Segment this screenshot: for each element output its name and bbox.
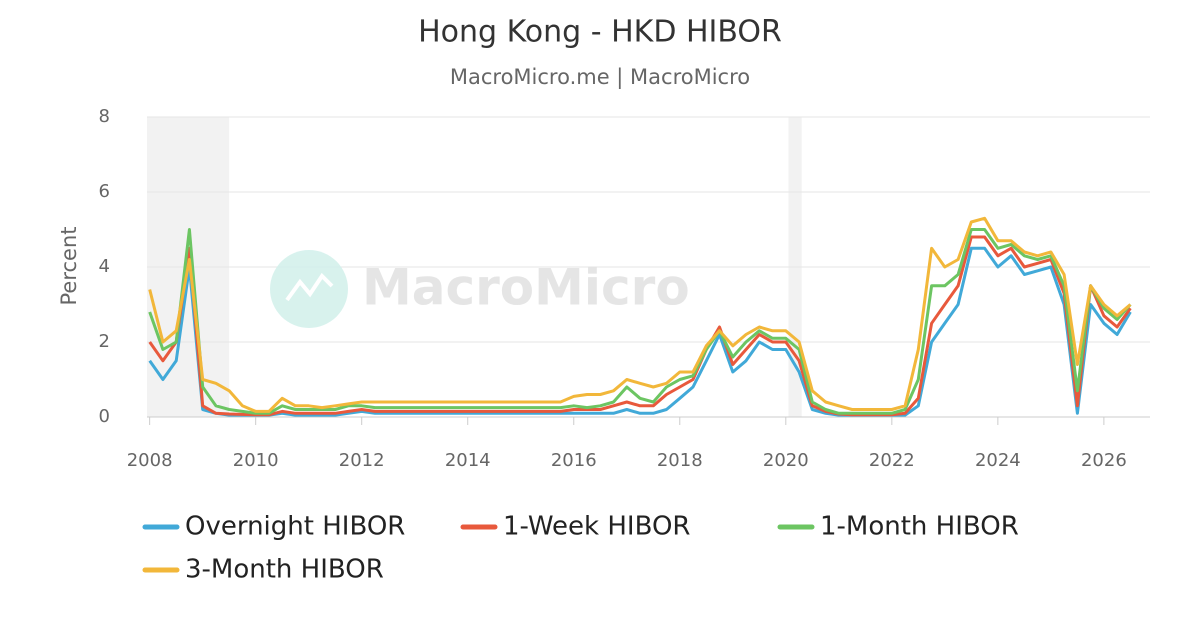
- x-tick-label: 2014: [445, 450, 491, 471]
- x-tick-label: 2018: [657, 450, 703, 471]
- y-tick-label: 0: [99, 406, 110, 427]
- legend-label: 1-Week HIBOR: [503, 512, 691, 542]
- chart-title: Hong Kong - HKD HIBOR: [418, 15, 782, 50]
- watermark-text: MacroMicro: [362, 259, 690, 317]
- legend-label: 1-Month HIBOR: [820, 512, 1019, 542]
- y-axis-label: Percent: [57, 226, 81, 305]
- series-line: [148, 246, 1132, 417]
- x-tick-label: 2022: [869, 450, 915, 471]
- x-tick-label: 2016: [551, 450, 597, 471]
- y-tick-label: 8: [99, 106, 110, 127]
- legend-label: 3-Month HIBOR: [185, 555, 384, 585]
- chart-subtitle: MacroMicro.me | MacroMicro: [450, 65, 750, 90]
- y-tick-label: 4: [99, 256, 110, 277]
- x-tick-label: 2010: [233, 450, 279, 471]
- series-line: [148, 216, 1132, 413]
- watermark-logo: [270, 250, 348, 328]
- x-tick-label: 2008: [127, 450, 173, 471]
- watermark: MacroMicro: [270, 250, 690, 328]
- x-tick-label: 2012: [339, 450, 385, 471]
- x-tick-label: 2024: [975, 450, 1021, 471]
- x-tick-label: 2020: [763, 450, 809, 471]
- series-line: [148, 228, 1132, 415]
- y-tick-label: 2: [99, 331, 110, 352]
- series-line: [148, 235, 1132, 417]
- x-tick-label: 2026: [1081, 450, 1127, 471]
- legend-label: Overnight HIBOR: [185, 512, 405, 542]
- y-tick-label: 6: [99, 181, 110, 202]
- watermark-logo-line: [285, 272, 334, 302]
